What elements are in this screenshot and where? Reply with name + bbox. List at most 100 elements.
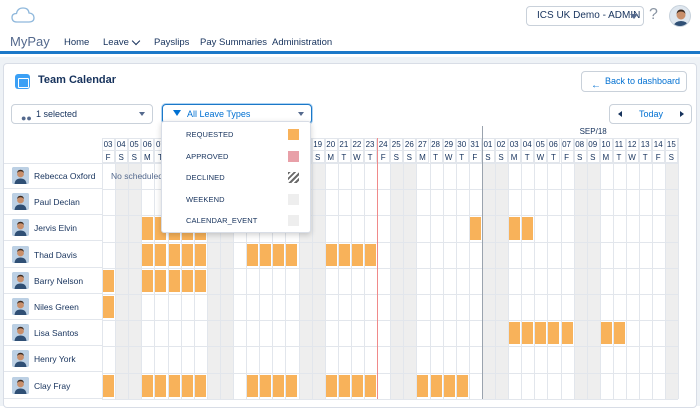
leave-block[interactable] [338, 374, 351, 397]
grid-hline [102, 346, 679, 348]
leave-block[interactable] [103, 374, 116, 397]
employee-name[interactable]: Henry York [34, 354, 76, 365]
leave-block[interactable] [194, 374, 207, 397]
leave-block[interactable] [522, 322, 535, 345]
leave-block[interactable] [365, 374, 378, 397]
leave-type-swatch [288, 150, 299, 162]
employee-name[interactable]: Lisa Santos [34, 328, 79, 339]
leave-block[interactable] [561, 322, 574, 345]
weekend-column [115, 163, 129, 399]
leave-block[interactable] [260, 374, 273, 397]
leave-block[interactable] [247, 243, 260, 266]
leave-block[interactable] [443, 374, 456, 397]
employee-row: Henry York [4, 346, 102, 373]
grid-hline [102, 372, 679, 374]
nav-leave[interactable]: Leave [103, 37, 129, 48]
leave-block[interactable] [338, 243, 351, 266]
leave-type-option[interactable]: CALENDAR_EVENT [162, 210, 312, 231]
grid-hline [102, 241, 679, 243]
leave-block[interactable] [142, 374, 155, 397]
leave-block[interactable] [535, 322, 548, 345]
leave-block[interactable] [103, 296, 116, 319]
weekend-column [481, 163, 495, 399]
chevron-down-icon [139, 112, 145, 116]
employee-name[interactable]: Clay Fray [34, 380, 71, 391]
leave-type-option[interactable]: DECLINED [162, 167, 312, 188]
leave-block[interactable] [142, 243, 155, 266]
nav-administration[interactable]: Administration [272, 37, 333, 48]
leave-type-option[interactable]: WEEKEND [162, 189, 312, 210]
leave-block[interactable] [430, 374, 443, 397]
leave-block[interactable] [155, 243, 168, 266]
leave-block[interactable] [351, 374, 364, 397]
employee-name[interactable]: Jervis Elvin [34, 223, 77, 234]
leave-block[interactable] [325, 374, 338, 397]
leave-block[interactable] [456, 374, 469, 397]
leave-block[interactable] [103, 269, 116, 292]
leave-block[interactable] [194, 269, 207, 292]
employee-row: Thad Davis [4, 242, 102, 268]
leave-block[interactable] [155, 374, 168, 397]
leave-block[interactable] [247, 374, 260, 397]
leave-block[interactable] [260, 243, 273, 266]
day-number-43: 15 [665, 138, 679, 151]
weekday-27: T [455, 151, 469, 163]
help-icon[interactable]: ? [649, 6, 658, 23]
leave-block[interactable] [509, 217, 522, 240]
next-button[interactable] [673, 104, 692, 124]
leave-block[interactable] [417, 374, 430, 397]
leave-block[interactable] [613, 322, 626, 345]
leave-block[interactable] [168, 269, 181, 292]
leave-block[interactable] [286, 243, 299, 266]
leave-block[interactable] [325, 243, 338, 266]
chevron-down-icon[interactable] [131, 36, 141, 46]
leave-block[interactable] [194, 243, 207, 266]
leave-type-option[interactable]: REQUESTED [162, 124, 312, 145]
leave-block[interactable] [168, 374, 181, 397]
leave-block[interactable] [522, 217, 535, 240]
grid-hline-top [4, 163, 679, 164]
leave-block[interactable] [142, 269, 155, 292]
leave-block[interactable] [509, 322, 522, 345]
leave-block[interactable] [155, 269, 168, 292]
weekday-40: W [626, 151, 640, 163]
employee-name[interactable]: Barry Nelson [34, 275, 84, 286]
leave-block[interactable] [181, 269, 194, 292]
leave-block[interactable] [181, 243, 194, 266]
people-filter-select[interactable]: ●● 1 selected [11, 104, 153, 124]
back-to-dashboard-button[interactable]: ← Back to dashboard [581, 71, 687, 92]
weekday-34: T [547, 151, 561, 163]
leave-block[interactable] [181, 374, 194, 397]
today-button[interactable]: Today [629, 104, 674, 124]
leave-block[interactable] [273, 243, 286, 266]
weekday-26: W [442, 151, 456, 163]
day-number-27: 30 [455, 138, 469, 151]
day-number-32: 04 [521, 138, 535, 151]
leave-type-swatch [288, 172, 299, 183]
weekday-21: F [377, 151, 391, 163]
today-indicator [377, 138, 379, 399]
employee-name[interactable]: Niles Green [34, 302, 79, 312]
org-selector[interactable]: ICS UK Demo - ADMIN [526, 6, 644, 26]
leave-block[interactable] [365, 243, 378, 266]
previous-button[interactable] [609, 104, 630, 124]
leave-block[interactable] [286, 374, 299, 397]
user-avatar[interactable] [669, 5, 691, 27]
leave-type-option[interactable]: APPROVED [162, 146, 312, 167]
weekday-32: T [521, 151, 535, 163]
nav-home[interactable]: Home [64, 37, 90, 48]
leave-block[interactable] [600, 322, 613, 345]
employee-name[interactable]: Paul Declan [34, 197, 80, 208]
leave-block[interactable] [273, 374, 286, 397]
leave-block[interactable] [142, 217, 155, 240]
employee-name[interactable]: Rebecca Oxford [34, 171, 96, 181]
leave-block[interactable] [469, 217, 482, 240]
nav-pay-summaries[interactable]: Pay Summaries [200, 37, 268, 48]
people-icon: ●● [21, 113, 32, 123]
leave-block[interactable] [168, 243, 181, 266]
employee-name[interactable]: Thad Davis [34, 249, 77, 260]
nav-payslips[interactable]: Payslips [154, 37, 190, 48]
weekend-column [495, 163, 509, 399]
leave-block[interactable] [548, 322, 561, 345]
leave-block[interactable] [351, 243, 364, 266]
